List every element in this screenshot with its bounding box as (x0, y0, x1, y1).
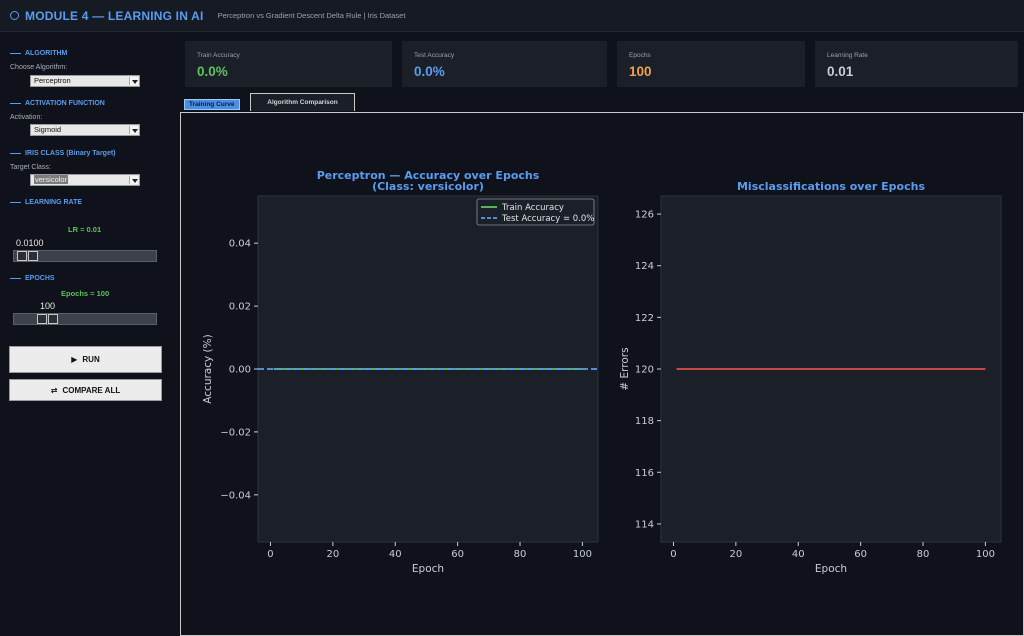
legend-box (476, 198, 595, 226)
x-axis-label: Epoch (412, 563, 444, 575)
chart-subtitle: (Class: versicolor) (372, 180, 484, 193)
x-tick-label: 80 (917, 549, 930, 560)
metric-title: Learning Rate (827, 52, 868, 59)
plot-panel: Perceptron — Accuracy over Epochs (Class:… (180, 112, 1024, 636)
tab-training-curve[interactable]: Training Curve (184, 99, 240, 110)
run-button[interactable]: ▶ RUN (9, 346, 162, 373)
metric-card-learning-rate: Learning Rate 0.01 (815, 41, 1018, 87)
activation-select[interactable]: Sigmoid (30, 124, 140, 136)
section-learning-rate: LEARNING RATE (10, 199, 82, 206)
y-tick-label: 118 (635, 416, 654, 427)
app-subtitle: Perceptron vs Gradient Descent Delta Rul… (217, 11, 406, 20)
y-axis-label: # Errors (619, 347, 631, 390)
y-tick-label: 122 (635, 313, 654, 324)
epochs-value: 100 (40, 301, 56, 311)
learning-rate-display: LR = 0.01 (68, 225, 102, 234)
x-tick-label: 80 (514, 549, 527, 560)
metric-title: Epochs (629, 52, 651, 59)
y-tick-label: 116 (635, 468, 654, 479)
metric-value: 0.0% (197, 64, 228, 79)
sidebar: ALGORITHM Choose Algorithm: Perceptron A… (0, 33, 170, 636)
metric-title: Train Accuracy (197, 52, 240, 59)
legend-label: Test Accuracy = 0.0% (501, 214, 594, 224)
app-title: MODULE 4 — LEARNING IN AI (25, 8, 204, 23)
metric-card-epochs: Epochs 100 (617, 41, 805, 87)
y-tick-label: 114 (635, 519, 654, 530)
y-tick-label: 120 (635, 365, 654, 376)
learning-rate-value: 0.0100 (16, 238, 44, 248)
section-algorithm: ALGORITHM (10, 50, 67, 57)
y-tick-label: −0.02 (220, 427, 251, 438)
compare-all-button[interactable]: ⇄ COMPARE ALL (9, 379, 162, 401)
target-class-label: Target Class: (10, 164, 51, 171)
y-tick-label: −0.04 (220, 490, 251, 501)
x-tick-label: 40 (792, 549, 805, 560)
metric-value: 0.0% (414, 64, 445, 79)
epochs-display: Epochs = 100 (61, 289, 110, 298)
y-tick-label: 0.04 (229, 239, 251, 250)
x-tick-label: 20 (326, 549, 339, 560)
metric-card-train-accuracy: Train Accuracy 0.0% (185, 41, 392, 87)
algorithm-label: Choose Algorithm: (10, 64, 68, 71)
x-tick-label: 0 (670, 549, 676, 560)
logo-circle-icon (10, 11, 19, 20)
x-tick-label: 40 (389, 549, 402, 560)
y-tick-label: 126 (635, 210, 654, 221)
swap-arrows-icon: ⇄ (50, 385, 58, 395)
metric-title: Test Accuracy (414, 52, 455, 59)
chart-title: Misclassifications over Epochs (737, 180, 925, 193)
x-tick-label: 100 (976, 549, 995, 560)
activation-label: Activation: (10, 114, 43, 121)
x-tick-label: 100 (573, 549, 592, 560)
y-tick-label: 124 (635, 261, 654, 272)
chevron-down-icon (129, 176, 138, 184)
x-tick-label: 0 (267, 549, 273, 560)
algorithm-select[interactable]: Perceptron (30, 75, 140, 87)
y-axis-label: Accuracy (%) (202, 334, 214, 403)
tab-algorithm-comparison[interactable]: Algorithm Comparison (250, 93, 355, 111)
legend-label: Train Accuracy (501, 203, 564, 213)
target-class-select[interactable]: versicolor (30, 174, 140, 186)
section-epochs: EPOCHS (10, 275, 55, 282)
play-icon: ▶ (71, 355, 78, 364)
section-iris-class: IRIS CLASS (Binary Target) (10, 150, 116, 157)
y-tick-label: 0.02 (229, 302, 251, 313)
charts-figure: Perceptron — Accuracy over Epochs(Class:… (202, 169, 1002, 575)
slider-thumb-right[interactable] (48, 314, 58, 324)
learning-rate-slider[interactable] (13, 250, 157, 262)
slider-thumb-right[interactable] (28, 251, 38, 261)
chevron-down-icon (129, 126, 138, 134)
app-header: MODULE 4 — LEARNING IN AI Perceptron vs … (0, 0, 1024, 32)
x-tick-label: 60 (854, 549, 867, 560)
x-tick-label: 20 (729, 549, 742, 560)
epochs-slider[interactable] (13, 313, 157, 325)
x-tick-label: 60 (451, 549, 464, 560)
section-activation: ACTIVATION FUNCTION (10, 100, 105, 107)
metric-value: 100 (629, 64, 652, 79)
metric-card-test-accuracy: Test Accuracy 0.0% (402, 41, 607, 87)
slider-thumb[interactable] (37, 314, 47, 324)
metric-value: 0.01 (827, 64, 854, 79)
chevron-down-icon (129, 77, 138, 85)
slider-thumb[interactable] (17, 251, 27, 261)
chart-title: Perceptron — Accuracy over Epochs (317, 169, 540, 182)
x-axis-label: Epoch (815, 563, 847, 575)
y-tick-label: 0.00 (229, 365, 251, 376)
